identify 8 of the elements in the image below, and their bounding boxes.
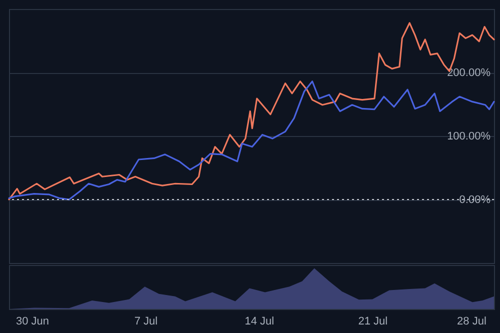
x-tick-label: 21 Jul [358,316,388,328]
x-tick-label: 28 Jul [457,316,486,328]
x-tick-label: 7 Jul [134,316,158,328]
x-tick-label: 14 Jul [244,316,274,328]
x-tick-label: 30 Jun [16,316,49,328]
y-tick-label: 200.00% [447,67,491,79]
y-tick-label: 100.00% [447,130,491,142]
y-tick-label: 0.00% [459,194,491,206]
